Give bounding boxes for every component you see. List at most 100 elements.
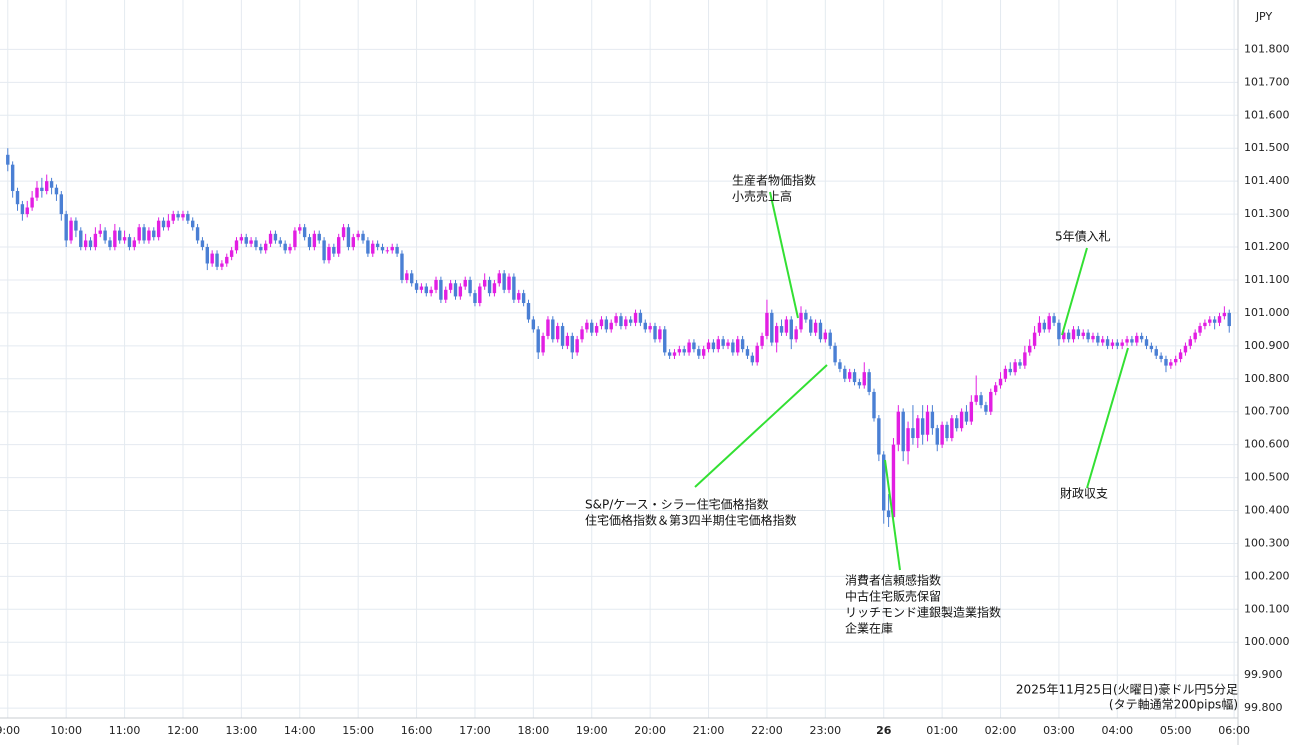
x-tick-label: 18:00 bbox=[518, 724, 550, 737]
candle-body bbox=[492, 283, 497, 294]
candle-body bbox=[434, 279, 438, 290]
candle-body bbox=[891, 444, 896, 518]
x-tick-label: 06:00 bbox=[1218, 724, 1250, 737]
plot bbox=[6, 148, 1231, 527]
candle-body bbox=[940, 424, 944, 445]
candle-body bbox=[594, 326, 599, 333]
candle-body bbox=[687, 342, 691, 353]
candle-body bbox=[307, 237, 312, 248]
candle-body bbox=[998, 378, 1003, 386]
candle-body bbox=[98, 230, 102, 234]
y-tick-label: 101.100 bbox=[1244, 273, 1290, 286]
candle-body bbox=[852, 372, 857, 383]
candle-body bbox=[191, 220, 195, 228]
candle-body bbox=[604, 319, 609, 330]
candle-body bbox=[127, 237, 132, 248]
candle-body bbox=[614, 316, 618, 323]
candle-body bbox=[901, 411, 905, 452]
candle-body bbox=[521, 293, 526, 304]
candle-body bbox=[220, 263, 224, 267]
candle-body bbox=[653, 326, 657, 340]
candle-body bbox=[181, 214, 185, 218]
candle-body bbox=[20, 204, 25, 215]
candle-body bbox=[147, 230, 151, 241]
x-tick-label: 16:00 bbox=[401, 724, 433, 737]
candle-body bbox=[400, 253, 404, 280]
y-tick-label: 99.800 bbox=[1244, 701, 1283, 714]
candle-body bbox=[234, 240, 239, 251]
candle-body bbox=[945, 424, 949, 439]
candle-body bbox=[171, 214, 175, 221]
candle-body bbox=[740, 339, 745, 350]
candle-body bbox=[93, 233, 98, 248]
candle-body bbox=[799, 312, 803, 330]
annotation-text: 5年債入札 bbox=[1055, 229, 1111, 244]
candle-body bbox=[1101, 339, 1105, 343]
candle-body bbox=[1217, 316, 1222, 323]
candle-body bbox=[507, 276, 511, 290]
candle-body bbox=[1096, 335, 1100, 343]
candle-body bbox=[463, 279, 467, 287]
x-tick-label: 01:00 bbox=[926, 724, 958, 737]
x-tick-label: 04:00 bbox=[1101, 724, 1133, 737]
candle-body bbox=[993, 385, 998, 392]
annotation-text: 生産者物価指数 bbox=[732, 173, 816, 188]
candle-body bbox=[950, 418, 954, 439]
candle-body bbox=[409, 273, 414, 284]
x-tick-label: 19:00 bbox=[576, 724, 608, 737]
candle-body bbox=[293, 230, 297, 248]
candle-body bbox=[1169, 362, 1173, 366]
candle-body bbox=[546, 319, 550, 336]
candle-body bbox=[366, 240, 370, 254]
y-tick-label: 101.000 bbox=[1244, 306, 1290, 319]
candle-body bbox=[1149, 345, 1154, 350]
y-tick-label: 101.400 bbox=[1244, 174, 1290, 187]
candle-body bbox=[838, 362, 842, 369]
y-tick-label: 101.500 bbox=[1244, 141, 1290, 154]
annotation-line bbox=[694, 364, 828, 488]
candle-body bbox=[356, 233, 360, 238]
candle-body bbox=[1208, 319, 1212, 323]
candle-body bbox=[512, 276, 516, 300]
candle-body bbox=[969, 401, 974, 422]
candle-body bbox=[1071, 329, 1076, 340]
candle-body bbox=[774, 326, 779, 343]
candle-body bbox=[882, 454, 886, 511]
candle-body bbox=[25, 207, 29, 215]
candle-body bbox=[1125, 339, 1129, 343]
candle-body bbox=[487, 279, 492, 294]
candle-body bbox=[1076, 329, 1081, 336]
candle-body bbox=[322, 240, 326, 261]
candle-body bbox=[706, 342, 711, 350]
candle-body bbox=[920, 418, 925, 435]
candle-body bbox=[254, 240, 258, 248]
candle-body bbox=[259, 247, 263, 251]
candle-body bbox=[804, 312, 808, 320]
candle-body bbox=[1018, 362, 1022, 366]
candle-body bbox=[1227, 312, 1231, 327]
y-tick-label: 101.800 bbox=[1244, 42, 1290, 55]
candle-body bbox=[113, 230, 117, 248]
candle-body bbox=[327, 247, 331, 261]
candle-body bbox=[794, 329, 798, 340]
candle-body bbox=[54, 187, 59, 195]
candle-body bbox=[1193, 332, 1197, 340]
candle-body bbox=[531, 319, 536, 330]
candle-body bbox=[979, 395, 983, 406]
candle-body bbox=[405, 273, 409, 280]
annotation-text: 企業在庫 bbox=[845, 621, 893, 636]
candle-body bbox=[585, 322, 589, 330]
annotation-line bbox=[1061, 247, 1088, 336]
candle-body bbox=[726, 342, 730, 346]
candle-body bbox=[1120, 342, 1124, 346]
y-tick-label: 101.200 bbox=[1244, 240, 1290, 253]
candle-body bbox=[833, 345, 837, 363]
candle-body bbox=[536, 329, 540, 353]
annotation-text: 中古住宅販売保留 bbox=[845, 589, 941, 604]
candle-body bbox=[424, 286, 428, 294]
candle-body bbox=[974, 395, 978, 402]
x-tick-label: 9:00 bbox=[0, 724, 20, 737]
candle-body bbox=[225, 256, 229, 264]
annotation-line bbox=[884, 459, 901, 571]
